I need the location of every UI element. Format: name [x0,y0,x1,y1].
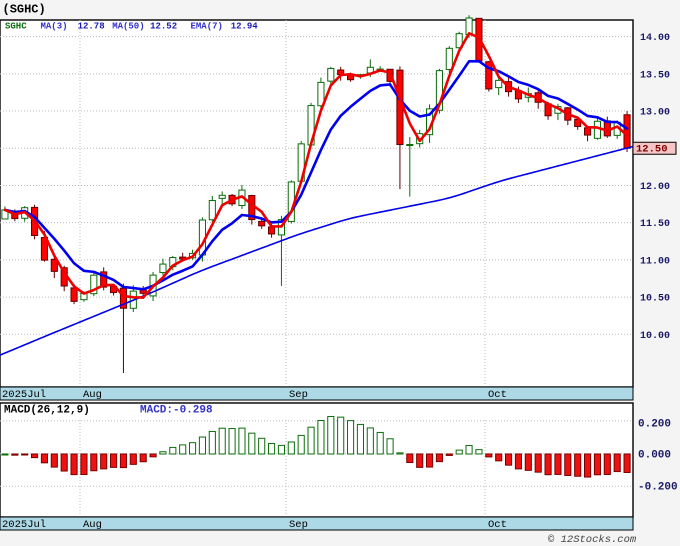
svg-text:MACD(26,12,9): MACD(26,12,9) [4,405,90,417]
svg-text:SGHC: SGHC [5,22,27,32]
svg-text:(SGHC): (SGHC) [3,3,46,17]
svg-text:MA(50): MA(50) [112,22,144,32]
svg-text:12.52: 12.52 [150,22,177,32]
svg-text:13.00: 13.00 [640,108,670,119]
svg-text:12.78: 12.78 [78,22,105,32]
svg-text:Sep: Sep [289,519,308,531]
svg-text:Aug: Aug [83,519,102,531]
svg-text:-0.200: -0.200 [638,482,678,494]
svg-text:Oct: Oct [488,389,507,401]
svg-text:12.50: 12.50 [636,143,668,155]
svg-text:10.50: 10.50 [640,294,670,305]
svg-text:10.00: 10.00 [640,331,670,342]
svg-text:0.000: 0.000 [638,450,671,462]
svg-text:2025Jul: 2025Jul [2,519,46,531]
svg-text:© 12Stocks.com: © 12Stocks.com [548,534,637,546]
svg-text:2025Jul: 2025Jul [2,389,46,401]
svg-text:14.00: 14.00 [640,33,670,44]
svg-text:Aug: Aug [83,389,102,401]
svg-text:MA(3): MA(3) [41,22,68,32]
svg-text:11.00: 11.00 [640,256,670,267]
svg-text:0.200: 0.200 [638,418,671,430]
svg-text:Oct: Oct [488,519,507,531]
svg-text:EMA(7): EMA(7) [191,22,223,32]
svg-text:Sep: Sep [289,389,308,401]
svg-text:11.50: 11.50 [640,219,670,230]
svg-text:13.50: 13.50 [640,70,670,81]
svg-text:MACD:-0.298: MACD:-0.298 [140,405,213,417]
svg-text:12.00: 12.00 [640,182,670,193]
svg-text:12.94: 12.94 [231,22,259,32]
